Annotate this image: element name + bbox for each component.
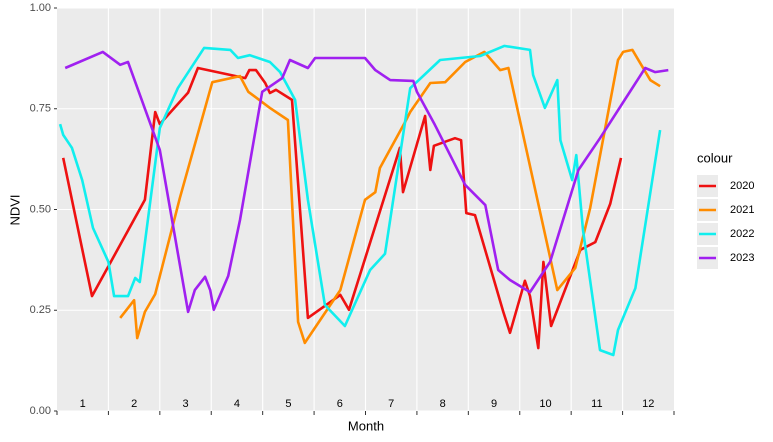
legend-title: colour [697, 150, 733, 165]
y-tick-label: 1.00 [30, 2, 51, 14]
legend: 2020 2021 2022 2023 [697, 175, 754, 269]
lines [58, 44, 669, 357]
month-label: 8 [440, 398, 446, 410]
legend-label: 2020 [730, 180, 754, 192]
month-label: 11 [591, 398, 602, 410]
x-axis-title: Month [348, 418, 384, 433]
series-line [58, 44, 662, 357]
grid [57, 7, 674, 412]
month-label: 4 [234, 398, 240, 410]
legend-label: 2021 [730, 204, 754, 216]
month-label: 1 [80, 398, 86, 410]
series-line [61, 66, 623, 350]
y-axis-title: NDVI [7, 194, 22, 225]
month-label: 6 [337, 398, 343, 410]
month-label: 9 [491, 398, 497, 410]
month-label: 7 [388, 398, 394, 410]
y-tick-label: 0.25 [30, 304, 51, 316]
y-tick-label: 0.75 [30, 103, 51, 115]
legend-label: 2023 [730, 252, 754, 264]
month-label: 12 [642, 398, 654, 410]
y-tick-label: 0.00 [30, 405, 51, 417]
month-label: 10 [539, 398, 551, 410]
legend-label: 2022 [730, 228, 754, 240]
series-line [64, 50, 669, 314]
month-label: 5 [285, 398, 291, 410]
month-label: 3 [182, 398, 188, 410]
series-line [119, 48, 661, 345]
month-label: 2 [131, 398, 137, 410]
y-tick-label: 0.50 [30, 203, 51, 215]
